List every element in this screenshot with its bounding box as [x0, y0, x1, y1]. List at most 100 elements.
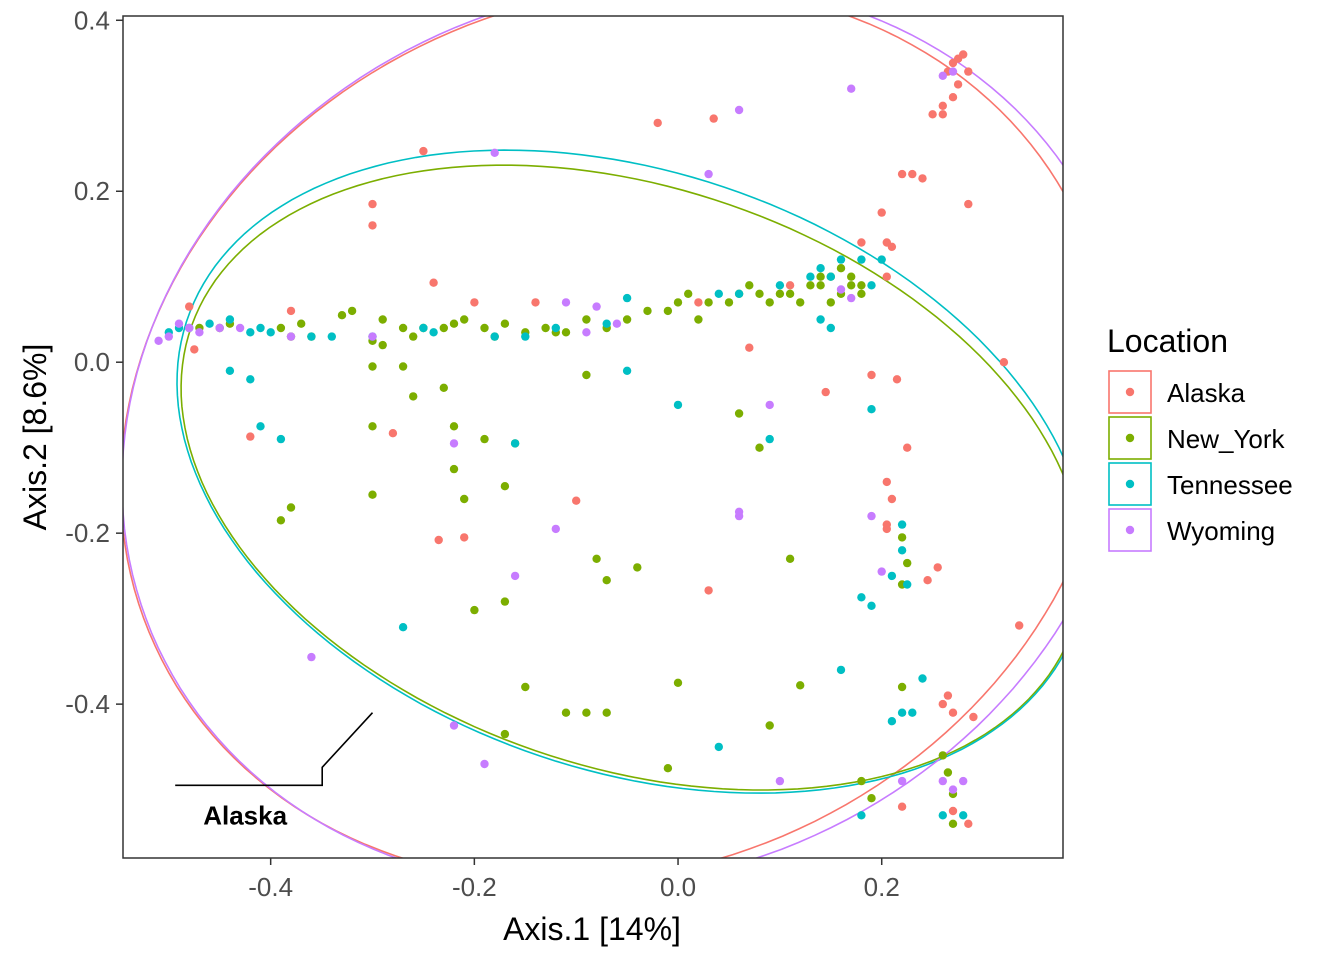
legend-label-alaska: Alaska [1167, 378, 1246, 408]
point-alaska [882, 524, 891, 534]
point-tennessee [867, 601, 876, 610]
point-new-york [286, 503, 296, 512]
point-tennessee [897, 546, 907, 555]
legend-label-wyoming: Wyoming [1167, 516, 1275, 546]
point-new-york [897, 533, 907, 542]
legend-item-alaska: Alaska [1108, 370, 1246, 414]
point-tennessee [857, 811, 866, 820]
point-alaska [903, 443, 912, 452]
point-wyoming [582, 328, 591, 337]
point-new-york [943, 768, 953, 777]
point-tennessee [867, 405, 876, 414]
plot-border [122, 15, 1064, 859]
point-tennessee [398, 623, 408, 632]
point-new-york [836, 264, 846, 273]
point-new-york [561, 328, 571, 337]
ellipse-wyoming [123, 16, 1063, 858]
point-wyoming [215, 323, 224, 333]
point-wyoming [307, 652, 316, 662]
ellipse-new-york [180, 164, 1063, 791]
point-wyoming [948, 785, 958, 794]
point-new-york [368, 422, 377, 431]
point-new-york [449, 464, 459, 474]
point-tennessee [836, 255, 846, 264]
point-tennessee [938, 811, 947, 820]
point-alaska [938, 101, 947, 111]
point-alaska [190, 345, 199, 354]
x-axis: -0.4 -0.2 0.0 0.2 [248, 858, 900, 902]
point-new-york [796, 681, 805, 690]
point-alaska [938, 699, 947, 709]
point-wyoming [948, 67, 958, 76]
x-tick-label: -0.4 [248, 872, 293, 902]
point-new-york [398, 362, 408, 371]
point-alaska [785, 281, 795, 290]
point-alaska [918, 174, 927, 183]
point-tennessee [714, 289, 723, 298]
point-new-york [582, 708, 591, 717]
point-new-york [847, 272, 856, 281]
point-tennessee [490, 332, 499, 341]
point-new-york [806, 281, 815, 290]
point-new-york [938, 751, 947, 760]
point-alaska [368, 221, 377, 230]
point-alaska [867, 370, 876, 380]
point-wyoming [510, 571, 520, 581]
legend-label-tennessee: Tennessee [1167, 470, 1293, 500]
point-new-york [521, 682, 530, 692]
point-tennessee [959, 811, 968, 820]
point-new-york [449, 319, 459, 328]
point-alaska [964, 67, 973, 76]
point-new-york [582, 370, 591, 380]
legend-marker-wyoming [1125, 525, 1135, 535]
point-new-york [694, 315, 703, 324]
legend: Location Alaska New_York Tennessee Wyoming [1107, 323, 1293, 552]
point-new-york [276, 516, 286, 525]
point-new-york [897, 682, 907, 692]
point-tennessee [551, 323, 560, 333]
point-new-york [460, 315, 469, 324]
point-alaska [368, 199, 377, 209]
point-new-york [816, 272, 825, 281]
point-new-york [276, 323, 286, 333]
point-alaska [531, 298, 540, 307]
point-tennessee [765, 434, 774, 444]
point-tennessee [897, 520, 907, 529]
point-wyoming [734, 105, 744, 115]
point-alaska [948, 708, 958, 717]
point-new-york [903, 558, 912, 568]
point-tennessee [908, 708, 917, 717]
point-tennessee [205, 319, 214, 328]
point-new-york [368, 490, 377, 499]
point-new-york [775, 289, 785, 298]
point-wyoming [959, 776, 968, 786]
point-new-york [847, 281, 856, 290]
point-new-york [765, 298, 774, 307]
point-tennessee [266, 328, 275, 337]
point-alaska [953, 80, 963, 89]
point-wyoming [734, 507, 744, 516]
point-wyoming [490, 148, 499, 157]
point-wyoming [897, 776, 907, 786]
point-wyoming [235, 323, 245, 333]
point-new-york [796, 298, 805, 307]
point-new-york [684, 289, 693, 298]
point-alaska [185, 302, 194, 311]
point-alaska [969, 712, 978, 722]
point-tennessee [510, 439, 520, 448]
point-new-york [755, 289, 764, 298]
point-tennessee [877, 255, 886, 264]
point-alaska [246, 432, 255, 441]
point-tennessee [327, 332, 336, 341]
point-new-york [592, 554, 601, 563]
legend-item-wyoming: Wyoming [1108, 508, 1275, 552]
point-new-york [745, 281, 754, 290]
point-wyoming [286, 332, 296, 341]
point-wyoming [154, 336, 163, 345]
point-new-york [500, 597, 510, 606]
point-tennessee [225, 315, 235, 324]
point-alaska [694, 298, 703, 307]
point-new-york [765, 721, 774, 730]
point-new-york [500, 319, 510, 328]
